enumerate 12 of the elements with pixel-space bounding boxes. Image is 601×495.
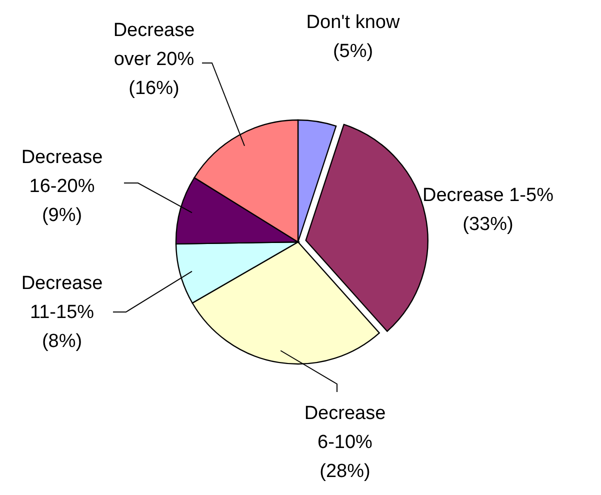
slice-label: Don't know: [306, 12, 400, 33]
slice-label: Decrease 16-20%: [21, 147, 103, 197]
slice-label: Decrease 6-10%: [304, 403, 386, 453]
data-label: (9%): [42, 205, 82, 226]
data-label: (16%): [128, 78, 180, 99]
slice-label: Decrease 11-15%: [21, 273, 103, 323]
data-label: (5%): [332, 41, 374, 62]
data-label: (8%): [42, 331, 82, 352]
data-label: (33%): [462, 214, 514, 235]
slice-label: Decrease 1-5%: [422, 185, 554, 206]
slice-label: Decrease over 20%: [113, 20, 195, 70]
data-label: (28%): [320, 461, 370, 482]
